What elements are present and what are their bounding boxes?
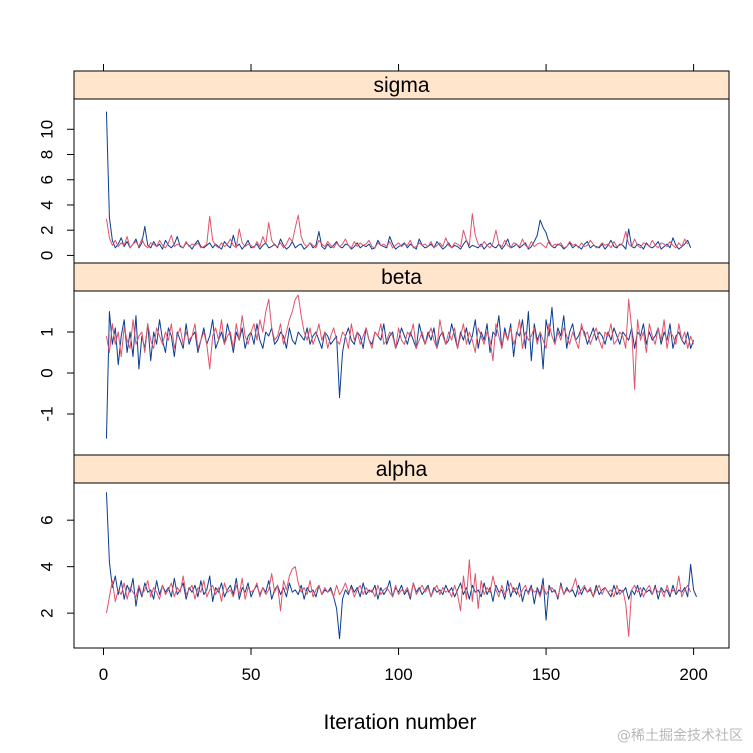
trace-line-alpha-1: [105, 492, 698, 640]
y-tick-label: 0: [38, 251, 57, 260]
panel-strip-label: alpha: [376, 458, 428, 481]
panel-strip: [73, 70, 730, 100]
y-tick-label: 6: [38, 175, 57, 184]
trace-line-sigma-1: [105, 111, 692, 250]
watermark: @稀土掘金技术社区: [617, 728, 743, 744]
panel-strip: [73, 454, 730, 484]
panel-strip: [73, 262, 730, 292]
x-axis: 0 50 100 150 200: [99, 64, 708, 684]
x-tick-label: 200: [679, 665, 707, 684]
x-tick-label: 100: [384, 665, 412, 684]
trace-line-alpha-2: [105, 559, 692, 637]
y-tick-label: 4: [38, 200, 57, 209]
panel-strip-label: sigma: [373, 74, 429, 97]
trace-line-sigma-2: [105, 213, 689, 249]
panel-alpha: alpha 2 4 6: [38, 454, 730, 649]
panels-group: sigma 0 2 4 6 8 10 beta -1 0 1 alpha 2 4 6: [38, 70, 730, 649]
x-axis-title: Iteration number: [324, 711, 477, 734]
y-tick-label: 6: [38, 515, 57, 524]
y-tick-label: 10: [38, 120, 57, 139]
x-tick-label: 0: [99, 665, 108, 684]
y-tick-label: 2: [38, 608, 57, 617]
y-tick-label: -1: [38, 406, 57, 421]
x-tick-label: 150: [532, 665, 560, 684]
y-tick-label: 1: [38, 327, 57, 336]
x-tick-label: 50: [242, 665, 261, 684]
panel-strip-label: beta: [381, 266, 422, 289]
y-tick-label: 4: [38, 562, 57, 571]
trace-line-beta-2: [105, 294, 695, 390]
panel-sigma: sigma 0 2 4 6 8 10: [38, 70, 730, 264]
panel-beta: beta -1 0 1: [38, 262, 730, 456]
y-tick-label: 8: [38, 150, 57, 159]
panel-plot-area: [73, 482, 730, 649]
y-tick-label: 2: [38, 225, 57, 234]
y-tick-label: 0: [38, 368, 57, 377]
